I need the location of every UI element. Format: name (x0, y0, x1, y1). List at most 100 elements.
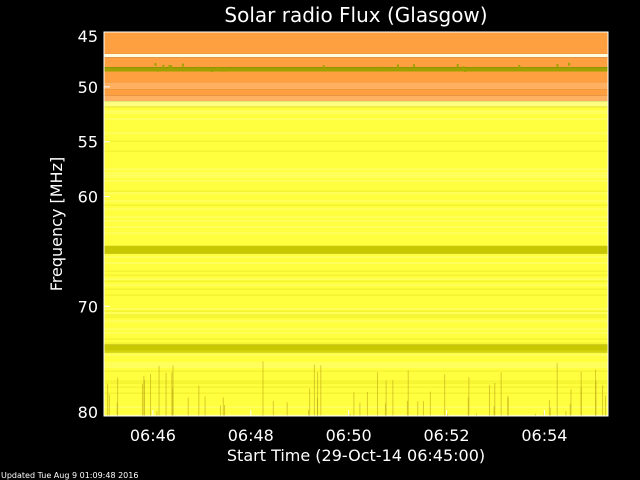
texture-dot (220, 68, 223, 72)
texture-spike (286, 402, 288, 416)
texture-stripe (104, 172, 608, 174)
texture-stripe (104, 180, 608, 182)
x-axis-label: Start Time (29-Oct-14 06:45:00) (227, 446, 485, 465)
texture-spike (493, 406, 495, 416)
texture-dot (448, 68, 451, 72)
texture-spike (406, 400, 408, 416)
texture-stripe (104, 112, 608, 114)
texture-stripe (104, 288, 608, 290)
texture-dot (168, 64, 171, 68)
texture-stripe (104, 106, 608, 108)
texture-spike (447, 413, 449, 416)
texture-spike (580, 371, 582, 416)
texture-dot (154, 63, 157, 67)
texture-stripe (104, 320, 608, 322)
y-tick-label: 80 (78, 403, 98, 422)
texture-stripe (104, 204, 608, 206)
texture-stripe (104, 364, 608, 366)
texture-dot (162, 64, 165, 68)
frequency-band-13 (104, 352, 608, 416)
texture-spike (602, 385, 604, 416)
texture-stripe (104, 140, 608, 142)
texture-stripe (104, 342, 608, 344)
texture-spike (407, 370, 409, 416)
texture-stripe (104, 110, 608, 112)
texture-spike (384, 403, 386, 416)
texture-spike (556, 363, 558, 416)
frequency-band-9 (104, 106, 608, 246)
texture-dot (495, 67, 498, 71)
texture-spike (353, 392, 355, 416)
y-tick-label: 50 (78, 78, 98, 97)
texture-dot (456, 63, 459, 67)
texture-stripe (104, 338, 608, 340)
texture-spike (549, 407, 551, 416)
texture-spike (204, 396, 206, 416)
x-tick-label: 06:54 (521, 426, 567, 445)
texture-spike (158, 365, 160, 416)
texture-spike (507, 395, 509, 416)
texture-spike (143, 376, 145, 416)
texture-dot (162, 66, 165, 70)
texture-spike (444, 374, 446, 416)
y-tick-label: 70 (78, 297, 98, 316)
texture-spike (429, 391, 431, 416)
texture-stripe (104, 232, 608, 234)
texture-spike (366, 391, 368, 416)
texture-stripe (104, 350, 608, 352)
texture-dot (473, 66, 476, 70)
texture-spike (116, 402, 118, 416)
texture-spike (467, 397, 469, 416)
y-tick-label: 55 (78, 133, 98, 152)
texture-stripe (104, 370, 608, 372)
texture-stripe (104, 386, 608, 388)
texture-spike (143, 379, 145, 416)
texture-dot (198, 66, 201, 70)
texture-spike (309, 388, 311, 416)
texture-stripe (104, 118, 608, 120)
texture-dot (224, 68, 227, 72)
texture-spike (108, 394, 110, 416)
texture-spike (317, 372, 319, 416)
texture-stripe (104, 316, 608, 318)
texture-spike (349, 413, 351, 416)
texture-spike (117, 377, 119, 416)
texture-dot (181, 63, 184, 67)
noise-texture (104, 62, 608, 416)
texture-stripe (104, 262, 608, 264)
texture-stripe (104, 308, 608, 310)
texture-stripe (104, 406, 608, 408)
texture-spike (272, 400, 274, 416)
texture-spike (417, 401, 419, 416)
texture-dot (322, 65, 325, 69)
texture-spike (548, 400, 550, 416)
y-axis-ticks: 45 50 55 60 70 80 (78, 27, 110, 422)
texture-stripe (104, 216, 608, 218)
texture-stripe (104, 256, 608, 258)
texture-stripe (104, 312, 608, 314)
frequency-band-3 (104, 67, 608, 72)
texture-spike (316, 398, 318, 416)
frequency-band-1 (104, 53, 608, 58)
texture-stripe (104, 200, 608, 202)
texture-dot (156, 68, 159, 72)
texture-dot (402, 67, 405, 71)
texture-dot (421, 68, 424, 72)
texture-stripe (104, 208, 608, 210)
texture-dot (216, 66, 219, 70)
texture-spike (377, 372, 379, 416)
texture-dot (556, 63, 559, 67)
texture-dot (436, 68, 439, 72)
texture-spike (500, 372, 502, 416)
texture-spike (171, 372, 173, 416)
y-tick-label: 60 (78, 188, 98, 207)
texture-spike (313, 364, 315, 416)
x-axis-ticks: 06:46 06:48 06:50 06:52 06:54 (130, 410, 567, 445)
texture-dot (327, 68, 330, 72)
x-tick-label: 06:50 (326, 426, 372, 445)
texture-spike (198, 385, 200, 416)
texture-stripe (104, 366, 608, 368)
texture-spike (222, 397, 224, 416)
texture-spike (494, 382, 496, 416)
texture-dot (396, 64, 399, 68)
